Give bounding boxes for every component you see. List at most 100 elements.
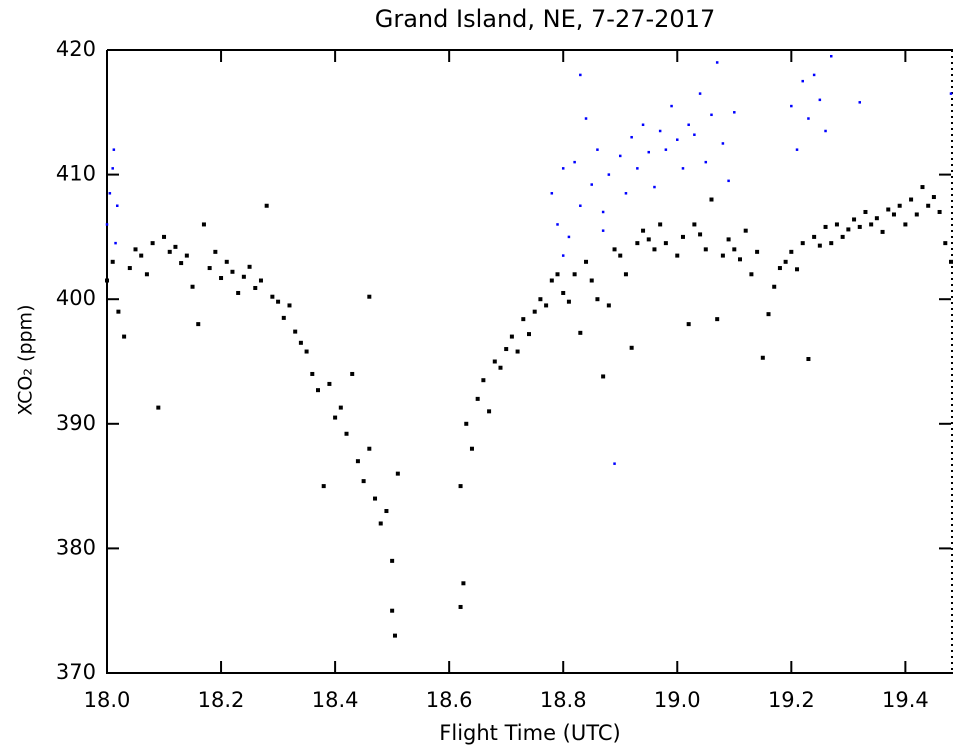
point: [111, 167, 114, 170]
point: [179, 261, 184, 266]
point: [789, 249, 794, 254]
point: [687, 123, 690, 127]
point: [920, 185, 925, 190]
point: [636, 167, 639, 170]
point: [880, 229, 885, 234]
point: [316, 388, 320, 393]
point: [310, 371, 315, 376]
x-tick-label: 19.0: [654, 688, 701, 712]
point: [704, 160, 708, 164]
point: [390, 558, 395, 563]
y-tick-label: 380: [56, 535, 96, 559]
point: [527, 332, 531, 337]
point: [863, 209, 868, 214]
point: [139, 253, 144, 258]
point: [891, 212, 896, 217]
point: [589, 278, 594, 283]
point: [333, 415, 338, 420]
point: [829, 54, 833, 58]
point: [236, 290, 241, 295]
point: [624, 192, 628, 195]
point: [112, 148, 116, 151]
x-tick-label: 19.2: [768, 688, 815, 712]
point: [281, 315, 286, 320]
point: [556, 223, 559, 226]
point: [743, 228, 748, 233]
point: [162, 234, 167, 239]
point: [521, 317, 526, 322]
point: [834, 222, 839, 227]
point: [630, 135, 633, 139]
point: [561, 167, 565, 170]
point: [641, 123, 645, 127]
axis-frame: [106, 50, 953, 674]
point: [812, 234, 817, 239]
point: [607, 173, 611, 176]
point: [931, 195, 936, 200]
point: [287, 303, 292, 308]
point: [509, 334, 514, 339]
point: [664, 148, 668, 151]
point: [733, 111, 736, 114]
point: [601, 210, 605, 214]
point: [144, 272, 149, 277]
point: [663, 241, 668, 246]
point: [458, 604, 463, 609]
point: [874, 216, 879, 221]
point: [498, 365, 503, 370]
point: [122, 334, 127, 339]
point: [555, 272, 560, 277]
point: [219, 276, 224, 281]
point: [579, 73, 582, 77]
point: [544, 303, 549, 308]
x-tick-label: 18.6: [426, 688, 473, 712]
point: [344, 431, 349, 436]
point: [606, 303, 611, 308]
point: [732, 247, 737, 252]
point: [646, 237, 651, 242]
point: [840, 234, 845, 239]
point: [461, 581, 466, 586]
point: [635, 241, 640, 246]
point: [693, 133, 696, 136]
point: [676, 138, 679, 141]
point: [264, 203, 269, 208]
point: [949, 259, 953, 264]
point: [777, 266, 782, 271]
point: [680, 234, 685, 239]
point: [596, 148, 599, 151]
point: [709, 197, 714, 202]
y-tick-label: 420: [56, 37, 96, 61]
point: [373, 496, 378, 501]
point: [156, 405, 161, 410]
point: [658, 222, 663, 227]
point: [116, 309, 121, 314]
point: [247, 264, 252, 269]
point: [361, 479, 366, 484]
point: [937, 209, 942, 214]
point: [561, 254, 565, 257]
point: [384, 509, 389, 514]
y-tick-label: 390: [56, 411, 96, 435]
point: [715, 61, 719, 64]
point: [566, 299, 571, 304]
point: [749, 272, 754, 277]
point: [681, 167, 685, 170]
point: [613, 462, 616, 465]
point: [392, 633, 397, 638]
point: [105, 278, 109, 283]
point: [760, 355, 765, 360]
point: [127, 266, 132, 271]
y-axis-label: XCO₂ (ppm): [15, 305, 37, 416]
point: [943, 241, 948, 246]
point: [949, 92, 953, 95]
point: [224, 259, 229, 264]
x-tick-label: 18.8: [540, 688, 587, 712]
point: [909, 197, 914, 202]
point: [481, 378, 486, 383]
point: [601, 374, 606, 379]
point: [355, 459, 360, 464]
point: [458, 484, 463, 489]
point: [829, 241, 834, 246]
point: [897, 203, 902, 208]
